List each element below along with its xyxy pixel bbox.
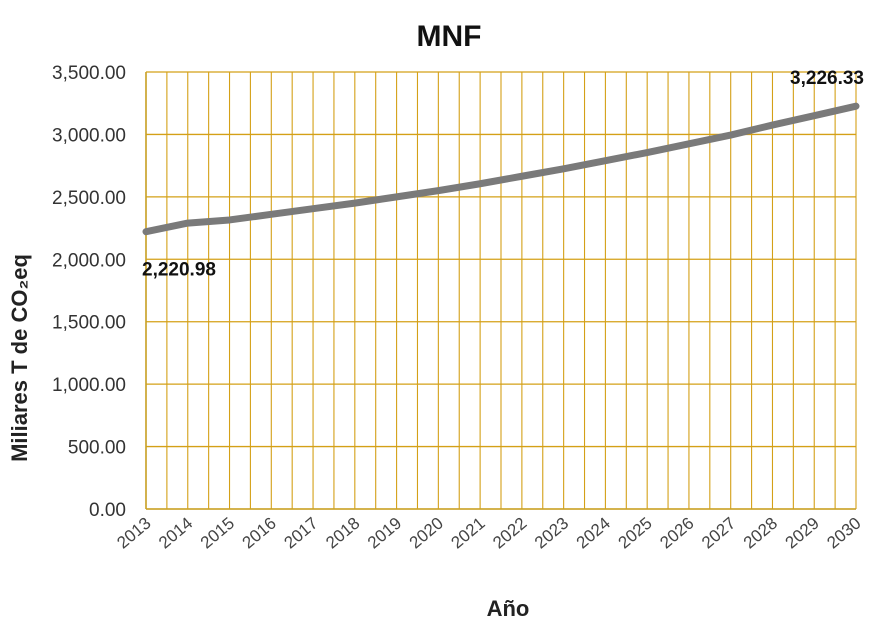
y-tick-label: 1,000.00 bbox=[52, 375, 126, 396]
x-tick-label: 2025 bbox=[615, 514, 656, 553]
series-group bbox=[142, 102, 860, 236]
x-tick-label: 2030 bbox=[823, 514, 864, 553]
data-label: 2,220.98 bbox=[142, 260, 216, 281]
x-tick-label: 2016 bbox=[239, 514, 280, 553]
y-tick-label: 500.00 bbox=[68, 438, 126, 459]
series-line bbox=[142, 102, 860, 236]
x-tick-label: 2018 bbox=[322, 514, 363, 553]
y-tick-label: 3,500.00 bbox=[52, 63, 126, 84]
x-axis-label: Año bbox=[487, 596, 530, 621]
grid bbox=[145, 71, 857, 510]
x-tick-label: 2017 bbox=[280, 514, 321, 553]
x-tick-label: 2020 bbox=[406, 514, 447, 553]
data-label: 3,226.33 bbox=[790, 68, 864, 89]
data-labels: 2,220.98 3,226.33 bbox=[142, 68, 864, 281]
x-tick-label: 2021 bbox=[447, 514, 488, 553]
y-tick-label: 1,500.00 bbox=[52, 313, 126, 334]
x-tick-label: 2026 bbox=[656, 514, 697, 553]
y-tick-label: 2,000.00 bbox=[52, 250, 126, 271]
chart-title: MNF bbox=[417, 20, 482, 53]
x-tick-label: 2024 bbox=[573, 514, 614, 553]
x-tick-label: 2027 bbox=[698, 514, 739, 553]
y-tick-label: 0.00 bbox=[89, 500, 126, 521]
y-tick-label: 2,500.00 bbox=[52, 188, 126, 209]
x-tick-label: 2019 bbox=[364, 514, 405, 553]
y-tick-label: 3,000.00 bbox=[52, 125, 126, 146]
y-axis-ticks: 0.00 500.00 1,000.00 1,500.00 2,000.00 2,500.… bbox=[52, 63, 126, 521]
x-tick-label: 2014 bbox=[155, 514, 196, 553]
y-axis-label: Miliares T de CO₂eq bbox=[7, 254, 32, 462]
x-tick-label: 2029 bbox=[782, 514, 823, 553]
x-axis-ticks: 2013 2014 2015 2016 2017 2018 2019 2020 2021 2022… bbox=[113, 514, 864, 553]
x-tick-label: 2023 bbox=[531, 514, 572, 553]
x-tick-label: 2022 bbox=[489, 514, 530, 553]
x-tick-label: 2028 bbox=[740, 514, 781, 553]
x-tick-label: 2015 bbox=[197, 514, 238, 553]
